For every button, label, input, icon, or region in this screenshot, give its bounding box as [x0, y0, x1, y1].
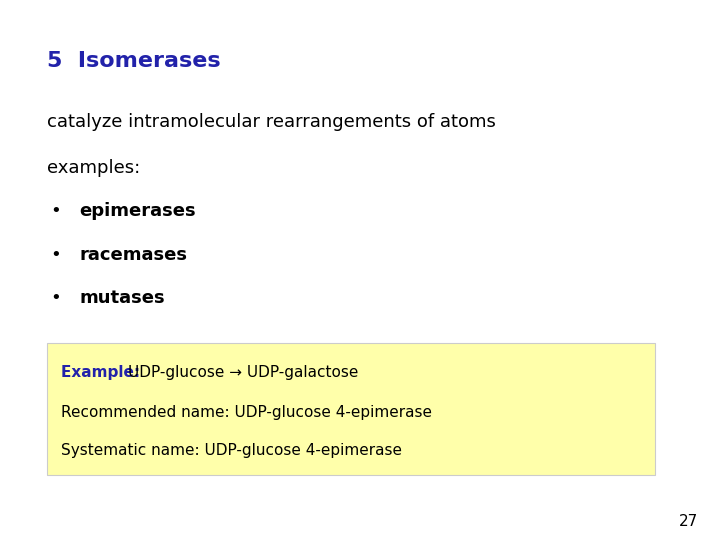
Text: Recommended name: UDP-glucose 4-epimerase: Recommended name: UDP-glucose 4-epimeras…: [61, 405, 432, 420]
Text: catalyze intramolecular rearrangements of atoms: catalyze intramolecular rearrangements o…: [47, 113, 495, 131]
Text: Example:: Example:: [61, 364, 145, 380]
Text: •: •: [50, 246, 61, 264]
Text: examples:: examples:: [47, 159, 140, 177]
Text: 27: 27: [679, 514, 698, 529]
Text: mutases: mutases: [79, 289, 165, 307]
Text: •: •: [50, 202, 61, 220]
Text: Systematic name: UDP-glucose 4-epimerase: Systematic name: UDP-glucose 4-epimerase: [61, 443, 402, 458]
Text: UDP-glucose → UDP-galactose: UDP-glucose → UDP-galactose: [128, 364, 359, 380]
Text: epimerases: epimerases: [79, 202, 196, 220]
Text: racemases: racemases: [79, 246, 187, 264]
Text: 5  Isomerases: 5 Isomerases: [47, 51, 220, 71]
Text: •: •: [50, 289, 61, 307]
FancyBboxPatch shape: [47, 343, 655, 475]
